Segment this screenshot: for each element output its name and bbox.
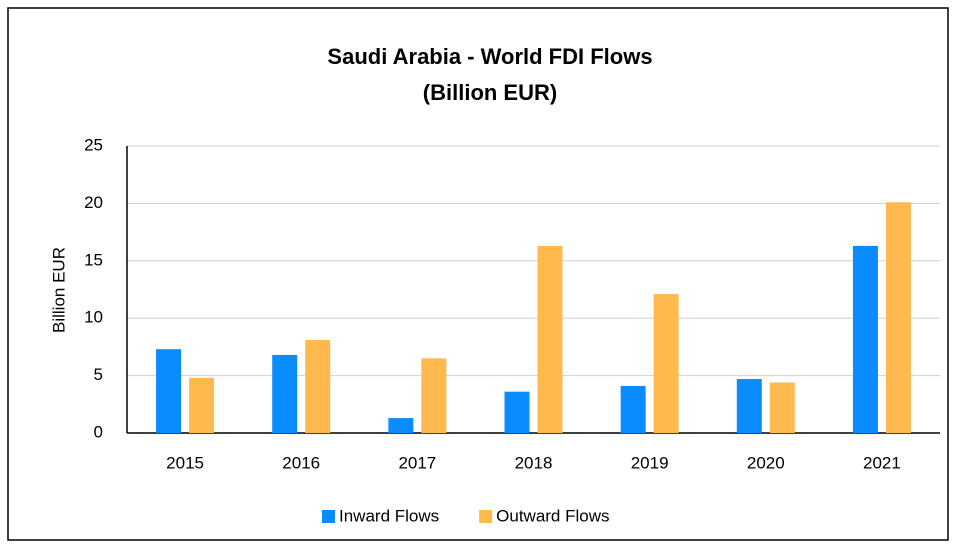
y-tick-label: 25 (84, 135, 103, 154)
legend-swatch (322, 510, 335, 523)
bar (653, 294, 679, 433)
bar (388, 418, 414, 433)
bar (189, 377, 215, 433)
x-tick-label: 2021 (863, 453, 901, 472)
x-tick-label: 2015 (166, 453, 204, 472)
bar (537, 245, 563, 433)
bar (272, 354, 298, 433)
bar (156, 349, 182, 433)
legend-label: Inward Flows (339, 506, 439, 525)
legend-label: Outward Flows (496, 506, 609, 525)
y-tick-label: 20 (84, 193, 103, 212)
y-tick-label: 10 (84, 308, 103, 327)
x-tick-label: 2016 (282, 453, 320, 472)
bar (769, 382, 795, 433)
x-tick-label: 2017 (398, 453, 436, 472)
bar (885, 202, 911, 433)
y-tick-label: 15 (84, 250, 103, 269)
y-axis-label: Billion EUR (49, 247, 68, 333)
bar (421, 358, 447, 433)
x-tick-label: 2018 (515, 453, 553, 472)
bar (620, 385, 646, 433)
x-tick-label: 2019 (631, 453, 669, 472)
bar (504, 391, 530, 433)
bar (305, 340, 331, 433)
y-tick-label: 5 (94, 365, 103, 384)
chart-subtitle: (Billion EUR) (423, 80, 557, 105)
x-tick-label: 2020 (747, 453, 785, 472)
chart-title: Saudi Arabia - World FDI Flows (327, 44, 652, 69)
bar (736, 379, 762, 433)
legend-swatch (479, 510, 493, 523)
chart-border (7, 7, 949, 541)
y-tick-label: 0 (94, 422, 103, 441)
bar (852, 245, 878, 433)
